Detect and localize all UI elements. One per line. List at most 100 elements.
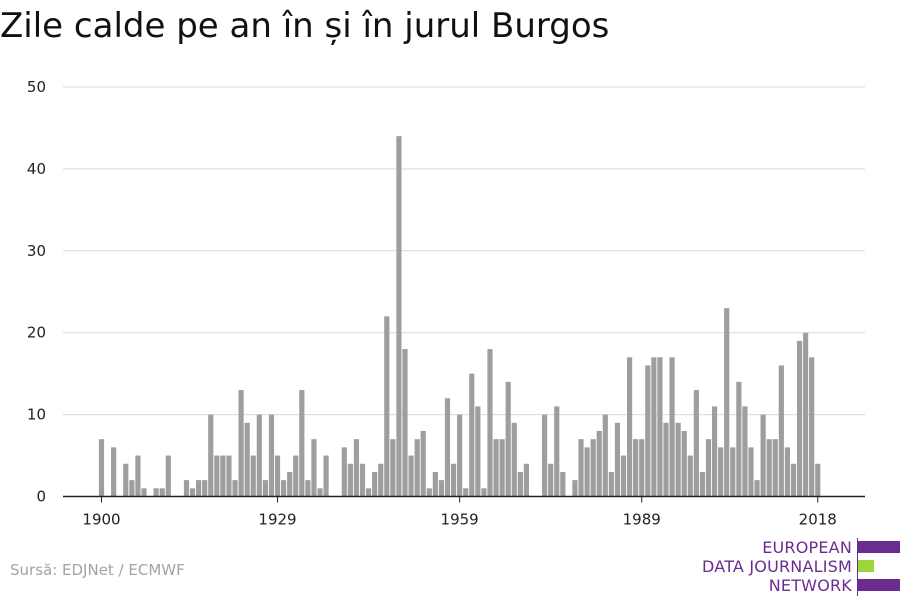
logo-bar-purple-bottom <box>858 579 900 591</box>
bar <box>493 439 499 497</box>
bar <box>505 381 511 497</box>
source-note: Sursă: EDJNet / ECMWF <box>10 561 185 579</box>
bar <box>687 455 693 497</box>
x-tick-label: 1929 <box>258 511 296 529</box>
bar <box>159 488 165 497</box>
bar <box>165 455 171 497</box>
bar <box>578 439 584 497</box>
bar <box>608 471 614 497</box>
bar <box>730 447 736 497</box>
bar <box>183 480 190 497</box>
bar <box>517 471 523 497</box>
logo-divider <box>857 538 858 596</box>
bar <box>724 308 730 497</box>
bar <box>408 455 414 497</box>
bar <box>705 439 712 497</box>
bar <box>803 332 809 497</box>
bar <box>226 455 232 497</box>
bar <box>432 471 438 497</box>
bar <box>499 439 505 497</box>
bar <box>305 480 311 497</box>
x-tick-label: 1989 <box>623 511 661 529</box>
bar <box>123 463 129 497</box>
y-tick-label: 10 <box>27 406 46 424</box>
bar <box>669 357 675 497</box>
bar <box>675 422 681 497</box>
chart-title: Zile calde pe an în și în jurul Burgos <box>0 6 610 46</box>
bar <box>341 447 347 497</box>
x-tick-label: 2018 <box>799 511 837 529</box>
bar <box>256 414 262 497</box>
bar <box>189 488 196 497</box>
bar <box>748 447 754 497</box>
bar <box>438 480 445 497</box>
bar <box>384 316 390 497</box>
bar <box>141 488 147 497</box>
bar <box>281 480 287 497</box>
bar <box>402 349 408 497</box>
bar <box>396 136 402 497</box>
bar <box>584 447 590 497</box>
bars <box>98 136 821 497</box>
bar <box>390 439 396 497</box>
gridlines <box>63 86 865 416</box>
bar <box>153 488 159 497</box>
bar <box>815 463 821 497</box>
bar <box>487 349 493 497</box>
bar <box>645 365 651 497</box>
axes: 0 10 20 30 40 50 1900 1929 1959 1989 2018 <box>27 78 865 529</box>
bar <box>542 414 548 497</box>
bar <box>469 373 475 497</box>
bar <box>657 357 663 497</box>
bar <box>98 439 105 497</box>
bar <box>359 463 366 497</box>
bar <box>633 439 639 497</box>
bar <box>523 463 529 497</box>
bar <box>250 455 256 497</box>
bar <box>129 480 135 497</box>
bar <box>511 422 517 497</box>
bar <box>614 422 621 497</box>
bar <box>784 447 790 497</box>
bar <box>208 414 214 497</box>
bar <box>809 357 815 497</box>
bar <box>651 357 657 497</box>
bar <box>572 480 578 497</box>
bar <box>293 455 299 497</box>
bar <box>372 471 378 497</box>
y-tick-label: 50 <box>27 78 46 96</box>
bar <box>627 357 633 497</box>
bar <box>214 455 220 497</box>
logo-line-1: EUROPEAN <box>762 538 852 557</box>
bar <box>681 430 687 497</box>
bar <box>426 488 432 497</box>
bar <box>347 463 353 497</box>
bar <box>663 422 669 497</box>
bar <box>718 447 724 497</box>
logo-bar-purple-top <box>858 541 900 553</box>
y-tick-label: 30 <box>27 242 46 260</box>
bar <box>602 414 608 497</box>
bar <box>268 414 275 497</box>
bar <box>323 455 329 497</box>
bar <box>299 390 305 497</box>
bar <box>639 439 645 497</box>
bar <box>620 455 627 497</box>
edjnet-logo[interactable]: EUROPEAN DATA JOURNALISM NETWORK <box>690 538 900 596</box>
bar <box>238 390 244 497</box>
bar <box>760 414 766 497</box>
logo-line-2: DATA JOURNALISM <box>702 557 852 576</box>
bar <box>693 390 699 497</box>
bar <box>202 480 208 497</box>
logo-bar-green <box>858 560 874 572</box>
bar <box>414 439 420 497</box>
bar <box>232 480 238 497</box>
bar <box>420 430 426 497</box>
bar <box>450 463 457 497</box>
bar <box>135 455 141 497</box>
bar <box>317 488 323 497</box>
bar <box>457 414 463 497</box>
bar <box>736 381 742 497</box>
bar <box>778 365 784 497</box>
bar <box>590 439 596 497</box>
